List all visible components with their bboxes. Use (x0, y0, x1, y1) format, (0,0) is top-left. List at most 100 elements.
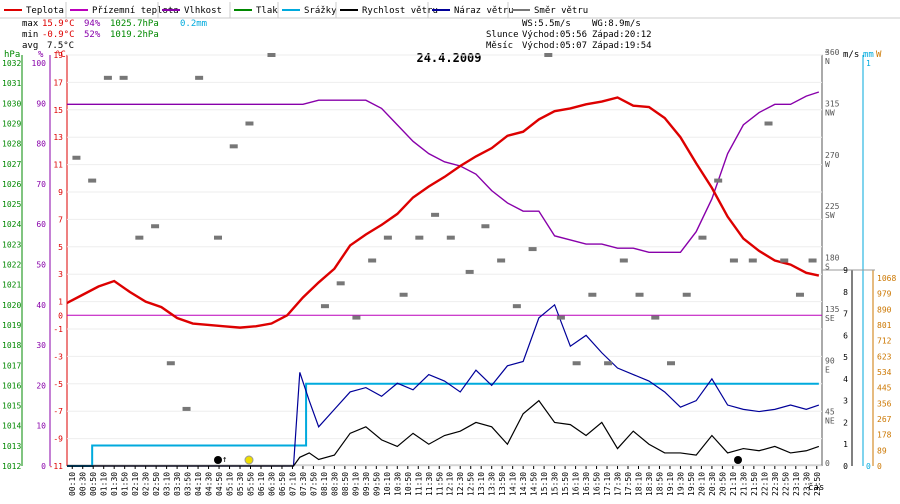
time-tick-label: 22:10 (760, 472, 769, 496)
time-tick-label: 20:10 (697, 472, 706, 496)
legend-label-1: Přízemní teplota (92, 6, 179, 16)
dir-tick-label: 0 (825, 459, 830, 468)
hum-tick-label: 100 (32, 59, 47, 68)
time-tick-label: 21:10 (729, 472, 738, 496)
stat-avg-temp: 7.5°C (47, 41, 74, 51)
speed-tick-label: 0 (843, 462, 848, 471)
press-tick-label: 1024 (2, 220, 21, 229)
rain-tick-label: 0 (866, 462, 871, 471)
temp-tick-label: 9 (58, 188, 63, 197)
dir-tick-compass: NE (825, 417, 835, 426)
dir-tick-compass: SE (825, 314, 835, 323)
time-tick-label: 03:30 (173, 472, 182, 496)
wind-dir-point (528, 247, 537, 252)
temp-tick-label: -5 (53, 380, 63, 389)
time-tick-label: 19:50 (687, 472, 696, 496)
wind-dir-point (151, 224, 160, 229)
time-tick-label: 21:50 (750, 472, 759, 496)
temp-tick-label: 15 (53, 106, 63, 115)
unit-hum: % (38, 50, 44, 60)
time-tick-label: 07:10 (288, 472, 297, 496)
wind-dir-point (399, 292, 408, 297)
wind-dir-point (214, 235, 222, 240)
temp-tick-label: -9 (53, 435, 63, 444)
unit-speed: m/s (843, 50, 859, 60)
temp-tick-label: -11 (49, 462, 64, 471)
gridlines (67, 54, 822, 467)
wind-dir-point (415, 235, 424, 240)
stat-moon-rise: Východ:05:07 (522, 41, 587, 51)
dir-tick-label: 315 (825, 99, 840, 108)
time-tick-label: 11:10 (414, 472, 423, 496)
power-tick-label: 89 (877, 446, 887, 455)
series-teplota (66, 96, 820, 329)
time-tick-label: 16:10 (572, 472, 581, 496)
power-tick-label: 0 (877, 462, 882, 471)
wind-dir-point (195, 75, 204, 80)
time-tick-label: 19:30 (676, 472, 685, 496)
stat-wg: WG:8.9m/s (592, 19, 641, 29)
dir-tick-compass: E (825, 365, 830, 374)
hum-tick-label: 50 (36, 261, 46, 270)
time-tick-label: 05:30 (236, 472, 245, 496)
time-tick-label: 13:50 (498, 472, 507, 496)
wind-dir-point (808, 258, 817, 263)
press-tick-label: 1016 (2, 381, 21, 390)
press-tick-label: 1026 (2, 180, 21, 189)
power-tick-label: 1068 (877, 274, 896, 283)
time-tick-label: 15:30 (551, 472, 560, 496)
press-tick-label: 1031 (2, 79, 21, 88)
unit-dir: ° (824, 50, 829, 60)
dir-tick-label: 45 (825, 408, 835, 417)
press-tick-label: 1025 (2, 200, 21, 209)
time-tick-label: 22:30 (771, 472, 780, 496)
chart-title: 24.4.2009 (416, 51, 481, 65)
press-tick-label: 1027 (2, 160, 21, 169)
time-tick-label: 14:30 (519, 472, 528, 496)
wind-dir-point (103, 75, 112, 80)
power-tick-label: 623 (877, 352, 892, 361)
axis-ticks: 1032103110301029102810271026102510241023… (2, 48, 896, 471)
speed-tick-label: 7 (843, 310, 848, 319)
stat-avg-label: avg (22, 41, 38, 51)
time-tick-label: 06:10 (257, 472, 266, 496)
hum-tick-label: 20 (36, 381, 46, 390)
press-tick-label: 1028 (2, 140, 21, 149)
wind-dir-point (651, 315, 660, 320)
series-n-raz-v-tru (67, 303, 820, 467)
sunrise-marker (244, 455, 254, 465)
wind-dir-point (320, 304, 329, 309)
series-rychlost-v-tru (67, 399, 820, 467)
time-tick-label: 01:30 (110, 472, 119, 496)
time-tick-label: 23:30 (802, 472, 811, 496)
wind-dir-point (572, 361, 581, 366)
time-tick-label: 19:10 (666, 472, 675, 496)
power-tick-label: 178 (877, 431, 892, 440)
temp-tick-label: -7 (53, 407, 63, 416)
speed-tick-label: 8 (843, 288, 848, 297)
time-tick-label: 17:10 (603, 472, 612, 496)
stat-min-label: min (22, 30, 38, 40)
legend-label-4: Srážky (304, 6, 337, 16)
power-tick-label: 890 (877, 305, 892, 314)
stat-sun-label: Slunce (486, 30, 519, 40)
time-tick-label: 22:50 (781, 472, 790, 496)
hum-tick-label: 80 (36, 140, 46, 149)
press-tick-label: 1030 (2, 99, 21, 108)
time-tick-label: 11:30 (425, 472, 434, 496)
wind-dir-point (682, 292, 691, 297)
x-axis-label: čas (808, 482, 824, 493)
time-tick-label: 09:10 (351, 472, 360, 496)
dir-tick-compass: S (825, 263, 830, 272)
legend-label-0: Teplota (26, 6, 64, 16)
dir-tick-compass: SW (825, 211, 835, 220)
legend: Teplota Přízemní teplota Vlhkost Tlak Srážky… (0, 2, 900, 19)
time-tick-label: 03:50 (184, 472, 193, 496)
wind-dir-point (465, 269, 474, 274)
wind-dir-point (795, 292, 804, 297)
time-tick-label: 10:50 (404, 472, 413, 496)
dir-tick-label: 135 (825, 305, 840, 314)
wind-dir-point (619, 258, 628, 263)
time-tick-label: 09:50 (372, 472, 381, 496)
time-tick-label: 13:30 (488, 472, 497, 496)
